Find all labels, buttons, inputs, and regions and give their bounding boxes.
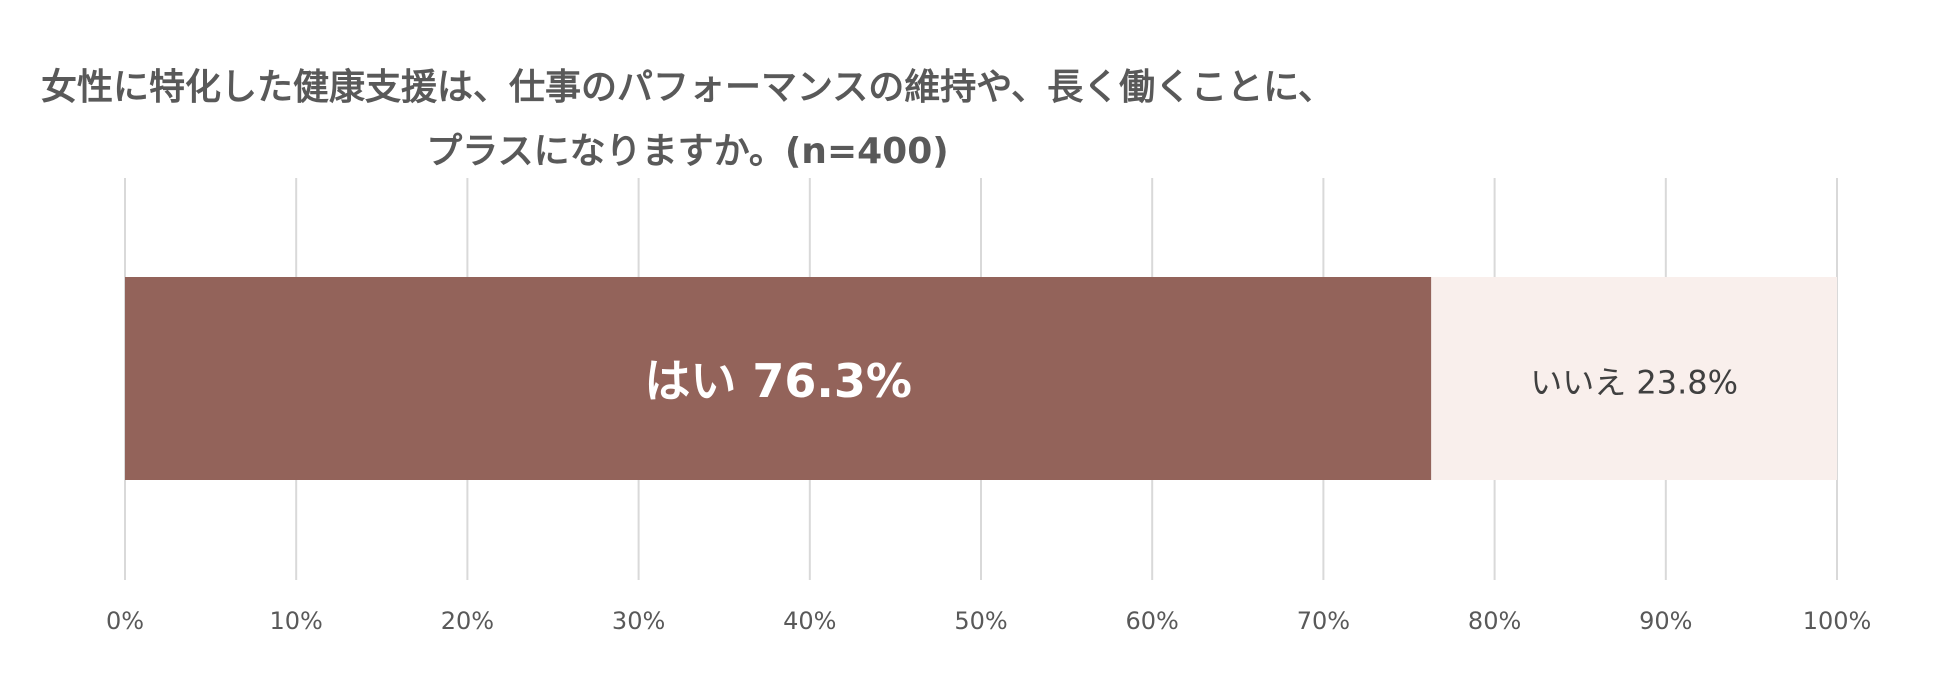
data-label-yes: はい 76.3% bbox=[644, 354, 912, 408]
x-tick-label: 80% bbox=[1468, 607, 1521, 635]
bar-segment-yes bbox=[125, 277, 1432, 480]
x-tick-label: 100% bbox=[1803, 607, 1872, 635]
x-tick-label: 90% bbox=[1639, 607, 1692, 635]
x-tick-label: 60% bbox=[1126, 607, 1179, 635]
x-tick-label: 0% bbox=[106, 607, 144, 635]
x-tick-label: 10% bbox=[270, 607, 323, 635]
bar-segment-no bbox=[1431, 277, 1837, 480]
x-tick-label: 40% bbox=[783, 607, 836, 635]
x-tick-label: 20% bbox=[441, 607, 494, 635]
chart-title-line-2: プラスになりますか。(n=400) bbox=[426, 131, 949, 172]
chart-title-line-1: 女性に特化した健康支援は、仕事のパフォーマンスの維持や、長く働くことに、 bbox=[40, 67, 1335, 108]
data-label-no: いいえ 23.8% bbox=[1530, 364, 1738, 402]
x-tick-label: 30% bbox=[612, 607, 665, 635]
x-tick-label: 50% bbox=[954, 607, 1007, 635]
x-tick-label: 70% bbox=[1297, 607, 1350, 635]
